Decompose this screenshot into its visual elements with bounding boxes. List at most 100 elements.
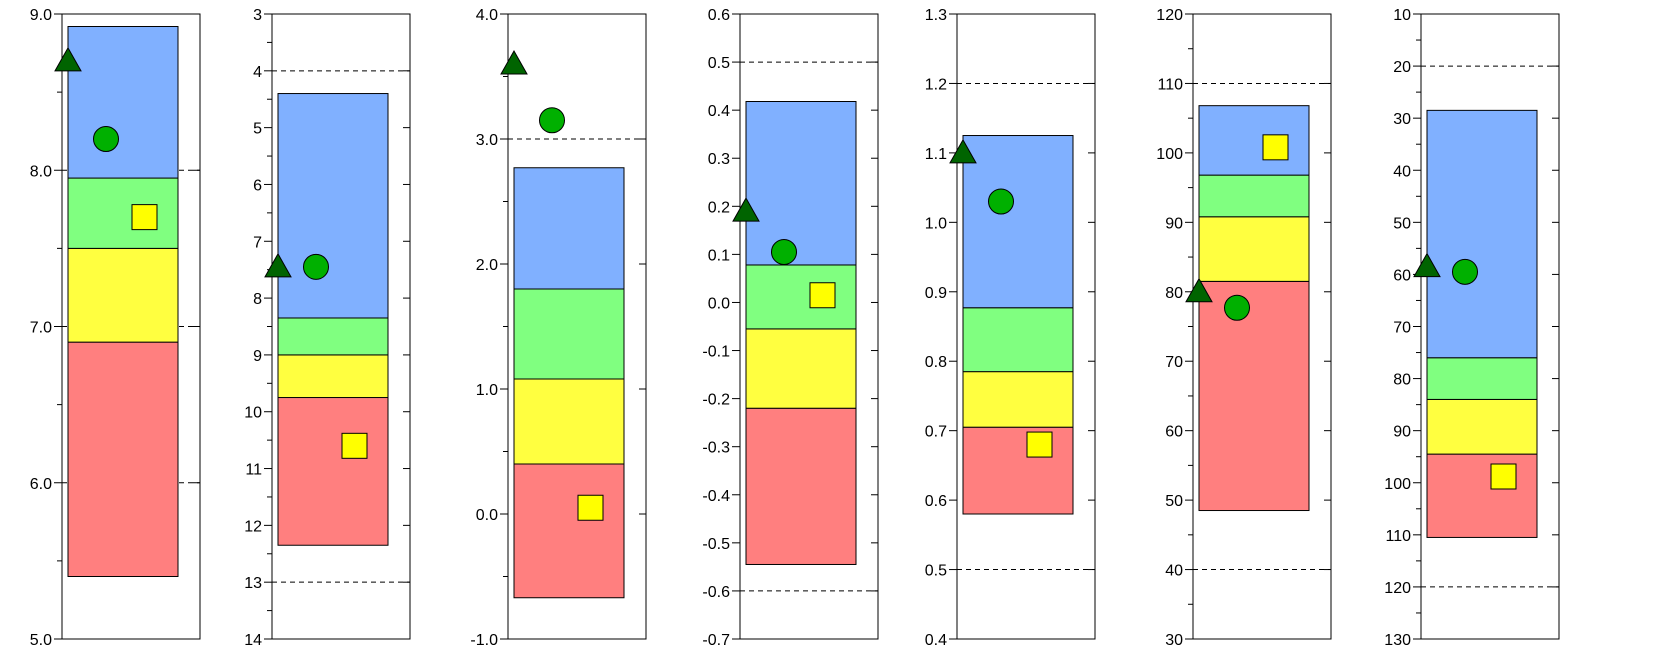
panel-7-tick-label-2: 20 <box>1393 59 1411 76</box>
panel-2-tick-label-3: 5 <box>253 121 262 138</box>
panel-6-bar-segment-3 <box>1198 174 1310 218</box>
panel-2-bar-segment-2 <box>277 354 389 399</box>
panel-3-tick-label-2: 0.0 <box>476 507 498 524</box>
panel-4-tick-label-11: 0.3 <box>708 151 730 168</box>
panel-2-tick-label-12: 14 <box>244 632 262 649</box>
panel-4-tick-label-14: 0.6 <box>708 7 730 24</box>
panel-1-tick-label-4: 8.0 <box>30 163 52 180</box>
panel-1-tick-label-2: 6.0 <box>30 476 52 493</box>
panel-5-bar-segment-3 <box>962 307 1074 373</box>
panel-4-tick-label-6: -0.2 <box>702 392 730 409</box>
panel-2-bar-segment-1 <box>277 397 389 546</box>
panel-2-tick-label-9: 11 <box>245 462 262 479</box>
panel-4-tick-label-5: -0.3 <box>702 440 730 457</box>
panel-7-tick-label-11: 110 <box>1385 528 1411 545</box>
panel-2-square-marker <box>341 432 368 459</box>
panel-4-tick-label-12: 0.4 <box>708 103 730 120</box>
panel-2-tick-label-1: 3 <box>253 7 262 24</box>
panel-6-tick-label-2: 40 <box>1165 563 1183 580</box>
panel-6-bar-segment-4 <box>1198 105 1310 176</box>
panel-7-tick-label-9: 90 <box>1393 424 1411 441</box>
panel-3-square-marker <box>577 494 604 521</box>
panel-4-tick-label-2: -0.6 <box>702 584 730 601</box>
panel-5-tick-label-4: 0.7 <box>925 424 947 441</box>
panel-2-tick-label-10: 12 <box>244 518 262 535</box>
panel-2-tick-label-5: 7 <box>253 234 262 251</box>
panel-1-tick-label-1: 5.0 <box>30 632 52 649</box>
panel-7-square-marker <box>1490 463 1517 490</box>
panel-2-tick-label-11: 13 <box>244 575 262 592</box>
panel-5-bar-segment-4 <box>962 135 1074 309</box>
panel-2-bar-segment-4 <box>277 93 389 319</box>
panel-5-square-marker <box>1026 431 1053 458</box>
panel-1-bar-segment-1 <box>67 341 179 577</box>
panel-4-bar-segment-1 <box>745 407 857 565</box>
panel-5-triangle-marker <box>949 138 977 164</box>
panel-4-tick-label-3: -0.5 <box>702 536 730 553</box>
panel-7-tick-label-1: 10 <box>1393 7 1411 24</box>
panel-4-tick-label-8: 0.0 <box>708 295 730 312</box>
panel-6-triangle-marker <box>1185 277 1213 303</box>
panel-6-tick-label-6: 80 <box>1165 285 1183 302</box>
panel-6-tick-label-1: 30 <box>1165 632 1183 649</box>
panel-5-tick-label-7: 1.0 <box>925 215 947 232</box>
panel-2-tick-label-8: 10 <box>244 405 262 422</box>
panel-5-circle-marker <box>988 188 1014 215</box>
panel-6-square-marker <box>1262 134 1289 161</box>
panel-7-bar-segment-2 <box>1426 398 1538 455</box>
panel-1-square-marker <box>131 204 158 231</box>
panel-6-tick-label-4: 60 <box>1165 424 1183 441</box>
panel-4-bar-segment-3 <box>745 264 857 330</box>
panel-7-tick-label-10: 100 <box>1384 476 1411 493</box>
panel-6-tick-label-5: 70 <box>1165 354 1183 371</box>
panel-4-tick-label-13: 0.5 <box>708 55 730 72</box>
panel-2-triangle-marker <box>264 252 292 278</box>
panel-2-circle-marker <box>303 253 329 280</box>
panel-7-circle-marker <box>1452 258 1478 285</box>
panel-4-frame <box>739 13 879 640</box>
panel-7-bar-segment-3 <box>1426 357 1538 400</box>
panel-1-bar-segment-4 <box>67 26 179 179</box>
panel-5-frame <box>956 13 1096 640</box>
panel-2-tick-label-4: 6 <box>253 177 262 194</box>
panel-4-tick-label-9: 0.1 <box>708 247 730 264</box>
panel-4-triangle-marker <box>732 197 760 222</box>
panel-7-tick-label-12: 120 <box>1384 580 1411 597</box>
panel-7-tick-label-5: 50 <box>1393 215 1411 232</box>
panel-1-circle-marker <box>93 126 119 152</box>
panel-6-bar-segment-2 <box>1198 216 1310 282</box>
panel-7-bar-segment-4 <box>1426 109 1538 359</box>
panel-3-tick-label-5: 3.0 <box>476 132 498 149</box>
panel-7-tick-label-3: 30 <box>1393 111 1411 128</box>
panel-5-tick-label-3: 0.6 <box>925 493 947 510</box>
panel-3-tick-label-3: 1.0 <box>476 382 498 399</box>
panel-7-tick-label-6: 60 <box>1393 267 1411 284</box>
panel-5-tick-label-10: 1.3 <box>925 7 947 24</box>
panel-1-tick-label-5: 9.0 <box>30 7 52 24</box>
panel-6-circle-marker <box>1224 294 1250 321</box>
panel-6-tick-label-3: 50 <box>1165 493 1183 510</box>
panel-2-tick-label-6: 8 <box>253 291 262 308</box>
panel-1-bar-segment-3 <box>67 177 179 249</box>
panel-7-triangle-marker <box>1413 252 1441 278</box>
panel-3-tick-label-1: -1.0 <box>470 632 498 649</box>
panel-3-bar-segment-1 <box>513 463 625 599</box>
panel-3-tick-label-6: 4.0 <box>476 7 498 24</box>
panel-1-tick-label-3: 7.0 <box>30 320 52 337</box>
panel-2-tick-label-2: 4 <box>253 64 262 81</box>
panel-5-tick-label-5: 0.8 <box>925 354 947 371</box>
panel-4-tick-label-10: 0.2 <box>708 199 730 216</box>
panel-6-tick-label-8: 100 <box>1156 146 1183 163</box>
panel-5-tick-label-2: 0.5 <box>925 563 947 580</box>
panel-4-square-marker <box>809 282 836 309</box>
panel-4-tick-label-1: -0.7 <box>702 632 730 649</box>
panel-2-tick-label-7: 9 <box>253 348 262 365</box>
panel-5-bar-segment-1 <box>962 426 1074 515</box>
panel-6-tick-label-7: 90 <box>1165 215 1183 232</box>
panel-3-bar-segment-2 <box>513 378 625 465</box>
panel-7-tick-label-13: 130 <box>1384 632 1411 649</box>
panel-3-bar-segment-3 <box>513 288 625 380</box>
panel-7-bar-segment-1 <box>1426 453 1538 538</box>
